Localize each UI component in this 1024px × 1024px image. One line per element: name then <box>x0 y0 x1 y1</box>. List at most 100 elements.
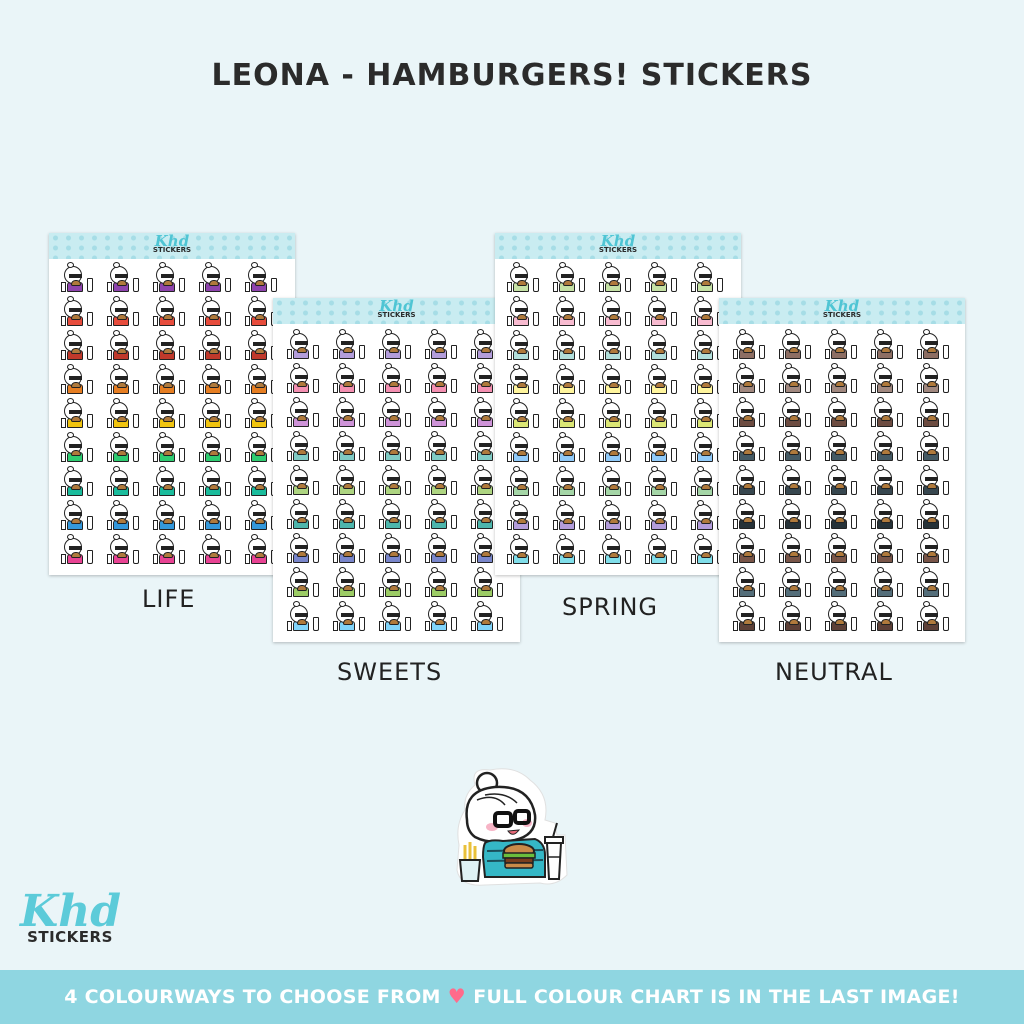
mini-sticker <box>645 534 681 566</box>
mini-sticker <box>471 601 507 633</box>
mini-sticker <box>825 567 861 599</box>
sticker-grid <box>495 261 741 575</box>
sheet-logo-word: STICKERS <box>152 246 192 254</box>
mini-sticker <box>507 500 543 532</box>
mini-sticker <box>379 363 415 395</box>
sheet-label-life: LIFE <box>142 585 196 613</box>
mini-sticker <box>507 296 543 328</box>
sticker-sheet-sweets[interactable]: Khd STICKERS <box>273 298 520 642</box>
mini-sticker <box>599 398 635 430</box>
mini-sticker <box>471 329 507 361</box>
mini-sticker <box>553 432 589 464</box>
mini-sticker <box>107 364 143 396</box>
mini-sticker <box>553 500 589 532</box>
mini-sticker <box>871 465 907 497</box>
mini-sticker <box>507 432 543 464</box>
mini-sticker <box>733 533 769 565</box>
mini-sticker <box>917 465 953 497</box>
sticker-sheet-life[interactable]: Khd STICKERS <box>49 233 295 575</box>
mini-sticker <box>871 431 907 463</box>
sheet-label-spring: SPRING <box>562 593 659 621</box>
mini-sticker <box>107 262 143 294</box>
mini-sticker <box>153 466 189 498</box>
sheet-logo: Khd STICKERS <box>377 299 415 319</box>
banner-text: 4 COLOURWAYS TO CHOOSE FROM ♥ FULL COLOU… <box>0 984 1024 1008</box>
mini-sticker <box>425 567 461 599</box>
mini-sticker <box>333 465 369 497</box>
mini-sticker <box>287 499 323 531</box>
mini-sticker <box>825 465 861 497</box>
heart-icon: ♥ <box>447 984 474 1008</box>
mini-sticker <box>199 466 235 498</box>
mini-sticker <box>825 533 861 565</box>
banner-right-text: FULL COLOUR CHART IS IN THE LAST IMAGE! <box>473 986 960 1008</box>
mini-sticker <box>471 567 507 599</box>
mini-sticker <box>825 431 861 463</box>
mini-sticker <box>779 329 815 361</box>
mini-sticker <box>917 601 953 633</box>
mini-sticker <box>425 431 461 463</box>
mini-sticker <box>871 601 907 633</box>
bottom-banner: 4 COLOURWAYS TO CHOOSE FROM ♥ FULL COLOU… <box>0 970 1024 1024</box>
mini-sticker <box>871 567 907 599</box>
banner-left-text: 4 COLOURWAYS TO CHOOSE FROM <box>64 986 441 1008</box>
mini-sticker <box>917 567 953 599</box>
mini-sticker <box>379 601 415 633</box>
mini-sticker <box>733 465 769 497</box>
mini-sticker <box>917 397 953 429</box>
mini-sticker <box>553 534 589 566</box>
mini-sticker <box>379 567 415 599</box>
mini-sticker <box>779 499 815 531</box>
mini-sticker <box>425 601 461 633</box>
sheet-logo-word: STICKERS <box>377 311 416 319</box>
mini-sticker <box>425 397 461 429</box>
mini-sticker <box>287 431 323 463</box>
mini-sticker <box>553 364 589 396</box>
mini-sticker <box>645 466 681 498</box>
mini-sticker <box>199 534 235 566</box>
sheet-logo-script: Khd <box>824 297 860 315</box>
mini-sticker <box>917 499 953 531</box>
mini-sticker <box>599 534 635 566</box>
mini-sticker <box>153 534 189 566</box>
mini-sticker <box>61 364 97 396</box>
mini-sticker <box>553 398 589 430</box>
mini-sticker <box>199 262 235 294</box>
mini-sticker <box>599 296 635 328</box>
mini-sticker <box>825 499 861 531</box>
mini-sticker <box>333 431 369 463</box>
mini-sticker <box>333 601 369 633</box>
mini-sticker <box>779 567 815 599</box>
sticker-grid <box>719 326 965 642</box>
mini-sticker <box>199 398 235 430</box>
mini-sticker <box>553 466 589 498</box>
mini-sticker <box>107 500 143 532</box>
mini-sticker <box>779 363 815 395</box>
mini-sticker <box>599 330 635 362</box>
mini-sticker <box>917 329 953 361</box>
mini-sticker <box>425 465 461 497</box>
mini-sticker <box>153 296 189 328</box>
mini-sticker <box>199 330 235 362</box>
sticker-grid <box>273 326 520 642</box>
sticker-sheet-spring[interactable]: Khd STICKERS <box>495 233 741 575</box>
mini-sticker <box>645 364 681 396</box>
mini-sticker <box>507 364 543 396</box>
mini-sticker <box>917 363 953 395</box>
mini-sticker <box>733 397 769 429</box>
mini-sticker <box>553 330 589 362</box>
mini-sticker <box>871 533 907 565</box>
mini-sticker <box>287 465 323 497</box>
mini-sticker <box>333 329 369 361</box>
mini-sticker <box>199 432 235 464</box>
brand-logo-script: Khd <box>20 886 121 937</box>
sticker-sheet-neutral[interactable]: Khd STICKERS <box>719 298 965 642</box>
mini-sticker <box>425 499 461 531</box>
mini-sticker <box>645 296 681 328</box>
mini-sticker <box>61 330 97 362</box>
mini-sticker <box>425 363 461 395</box>
mini-sticker <box>779 533 815 565</box>
mini-sticker <box>871 397 907 429</box>
sheet-header: Khd STICKERS <box>719 298 965 324</box>
mini-sticker <box>599 364 635 396</box>
